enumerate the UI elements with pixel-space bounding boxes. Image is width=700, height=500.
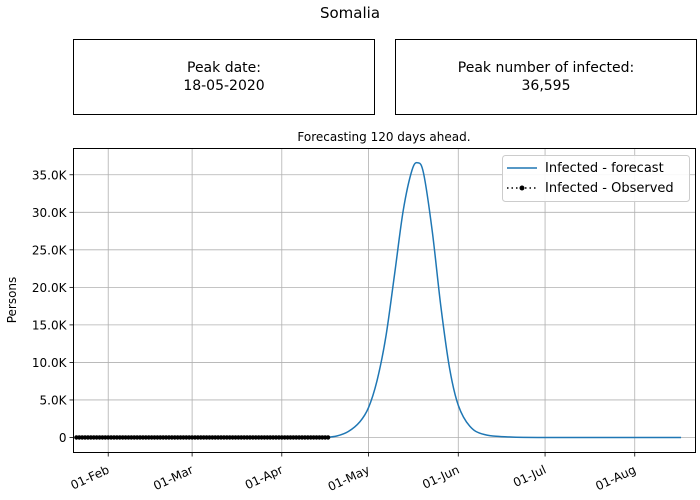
- y-tick-label: 35.0K: [32, 168, 68, 182]
- legend: Infected - forecast Infected - Observed: [502, 155, 690, 202]
- y-tick-label: 30.0K: [32, 206, 68, 220]
- observed-point: [325, 435, 331, 440]
- peak-date-label: Peak date:: [187, 60, 261, 76]
- y-tick-label: 20.0K: [32, 281, 68, 295]
- plot-frame: [73, 148, 696, 453]
- forecast-line: [325, 161, 682, 439]
- peak-infected-label: Peak number of infected:: [458, 60, 634, 76]
- y-tick-label: 10.0K: [32, 356, 68, 370]
- peak-infected-value: 36,595: [522, 78, 571, 94]
- y-tick-label: 0: [59, 431, 67, 445]
- x-tick-label: 01-Aug: [593, 463, 638, 494]
- x-tick-label: 01-Feb: [69, 463, 112, 493]
- figure-title: Somalia: [320, 4, 380, 22]
- y-axis-label: Persons: [5, 277, 19, 324]
- x-tick-label: 01-Jun: [420, 463, 461, 492]
- y-tick-label: 15.0K: [32, 318, 68, 332]
- legend-forecast-label: Infected - forecast: [545, 161, 664, 176]
- legend-observed-label: Infected - Observed: [545, 181, 674, 196]
- peak-date-value: 18-05-2020: [183, 78, 264, 94]
- x-tick-label: 01-May: [326, 463, 372, 494]
- x-tick-label: 01-Jul: [511, 463, 548, 490]
- chart-title: Forecasting 120 days ahead.: [297, 130, 470, 144]
- peak-infected-box: Peak number of infected: 36,595: [395, 39, 697, 115]
- plot-series: [74, 161, 682, 440]
- y-tick-label: 5.0K: [40, 393, 68, 407]
- legend-box: [502, 155, 690, 202]
- x-tick-label: 01-Mar: [151, 463, 195, 494]
- y-tick-label: 25.0K: [32, 243, 68, 257]
- axis-ticks: 0 5.0K 10.0K 15.0K 20.0K 25.0K 30.0K 35.0K 01-Fe…: [32, 168, 638, 494]
- legend-observed-marker: [519, 185, 525, 191]
- peak-date-box: Peak date: 18-05-2020: [73, 39, 375, 115]
- grid: [73, 148, 696, 453]
- x-tick-label: 01-Apr: [243, 463, 285, 493]
